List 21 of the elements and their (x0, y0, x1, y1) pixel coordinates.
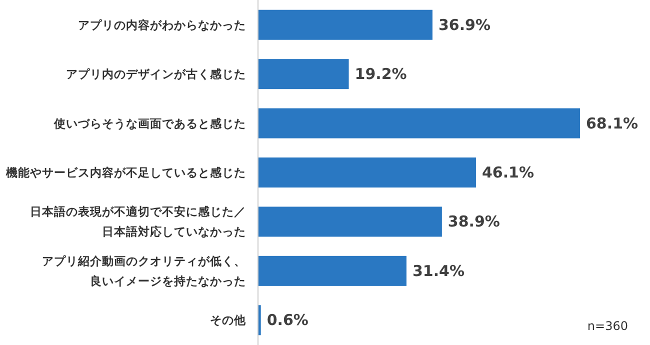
bar (258, 157, 476, 188)
y-tick-label: 使いづらそうな画面であると感じた (53, 116, 246, 130)
bar (258, 206, 442, 237)
y-tick-label: アプリの内容がわからなかった (78, 18, 246, 32)
data-label: 0.6% (266, 311, 308, 330)
data-label: 31.4% (412, 262, 465, 280)
bar (258, 59, 349, 90)
y-tick-label: 日本語の表現が不適切で不安に感じた／日本語対応していなかった (30, 204, 246, 239)
y-tick-label: 機能やサービス内容が不足していると感じた (5, 166, 246, 180)
data-label: 46.1% (482, 164, 534, 182)
data-label: 19.2% (354, 65, 407, 84)
data-label: 36.9% (438, 16, 491, 34)
bar (258, 108, 580, 138)
y-tick-label: アプリ内のデザインが古く感じた (66, 67, 246, 82)
text: n=360 (587, 319, 628, 333)
bar (258, 10, 432, 40)
data-label: 68.1% (586, 114, 638, 132)
data-label: 38.9% (448, 212, 500, 231)
bar (258, 256, 406, 286)
y-tick-label: アプリ紹介動画のクオリティが低く、良いイメージを持たなかった (42, 254, 246, 288)
y-tick-label: その他 (210, 313, 247, 328)
